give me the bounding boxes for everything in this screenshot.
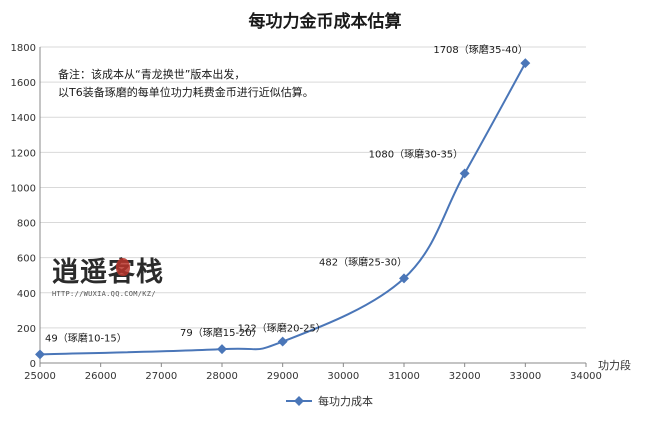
y-tick-label: 400 xyxy=(17,289,36,300)
x-tick-label: 33000 xyxy=(509,371,541,382)
annotation-note: 备注：该成本从“青龙换世”版本出发， 以T6装备琢磨的每单位功力耗费金币进行近似… xyxy=(58,67,314,99)
y-tick-label: 1600 xyxy=(11,78,36,89)
x-tick-label: 28000 xyxy=(206,371,238,382)
y-tick-label: 1400 xyxy=(11,113,36,124)
data-point xyxy=(520,58,531,69)
data-label: 482（琢磨25-30） xyxy=(319,256,407,268)
series-line xyxy=(39,62,527,356)
x-tick-label: 25000 xyxy=(24,371,56,382)
data-label: 49（琢磨10-15） xyxy=(45,332,127,344)
y-tick-label: 200 xyxy=(17,324,36,335)
data-point xyxy=(35,349,45,360)
data-point xyxy=(459,168,470,179)
data-label: 122（琢磨20-25） xyxy=(238,323,326,335)
x-tick-label: 34000 xyxy=(570,371,602,382)
series-layer xyxy=(35,58,531,360)
watermark-url: HTTP://WUXIA.QQ.COM/KZ/ xyxy=(52,290,156,298)
data-label: 1080（琢磨30-35） xyxy=(369,148,464,160)
data-point xyxy=(277,336,288,347)
x-tick-label: 27000 xyxy=(145,371,177,382)
x-axis-label: 功力段 xyxy=(598,358,631,372)
data-label: 79（琢磨15-20） xyxy=(180,327,262,339)
y-tick-label: 0 xyxy=(30,359,36,370)
y-tick-label: 800 xyxy=(17,219,36,230)
data-labels: 49（琢磨10-15） 79（琢磨15-20）122（琢磨20-25） 482（琢磨… xyxy=(45,44,528,344)
x-tick-label: 30000 xyxy=(327,371,359,382)
x-tick-label: 29000 xyxy=(267,371,299,382)
legend: 每功力成本 xyxy=(286,394,373,408)
watermark-logo: 逍遥客栈 HTTP://WUXIA.QQ.COM/KZ/ xyxy=(52,258,202,308)
annotation-line-2: 以T6装备琢磨的每单位功力耗费金币进行近似估算。 xyxy=(58,85,314,99)
seal-mark xyxy=(116,258,130,276)
x-tick-label: 32000 xyxy=(449,371,481,382)
y-tick-label: 1000 xyxy=(11,183,36,194)
data-point xyxy=(217,344,227,355)
y-tick-label: 600 xyxy=(17,254,36,265)
axes: 0 200 400 600 800 1000 1200 1400 1600 1800 25000 26… xyxy=(11,43,602,382)
data-label: 1708（琢磨35-40） xyxy=(433,44,528,56)
y-tick-label: 1800 xyxy=(11,43,36,54)
grid-lines xyxy=(40,46,586,329)
y-tick-label: 1200 xyxy=(11,148,36,159)
x-tick-label: 26000 xyxy=(85,371,117,382)
chart-title: 每功力金币成本估算 xyxy=(249,11,402,32)
annotation-line-1: 备注：该成本从“青龙换世”版本出发， xyxy=(58,67,245,81)
data-point xyxy=(399,273,409,284)
legend-label: 每功力成本 xyxy=(318,394,373,408)
x-tick-label: 31000 xyxy=(388,371,420,382)
watermark-title: 逍遥客栈 xyxy=(52,257,164,288)
legend-marker xyxy=(294,396,304,406)
